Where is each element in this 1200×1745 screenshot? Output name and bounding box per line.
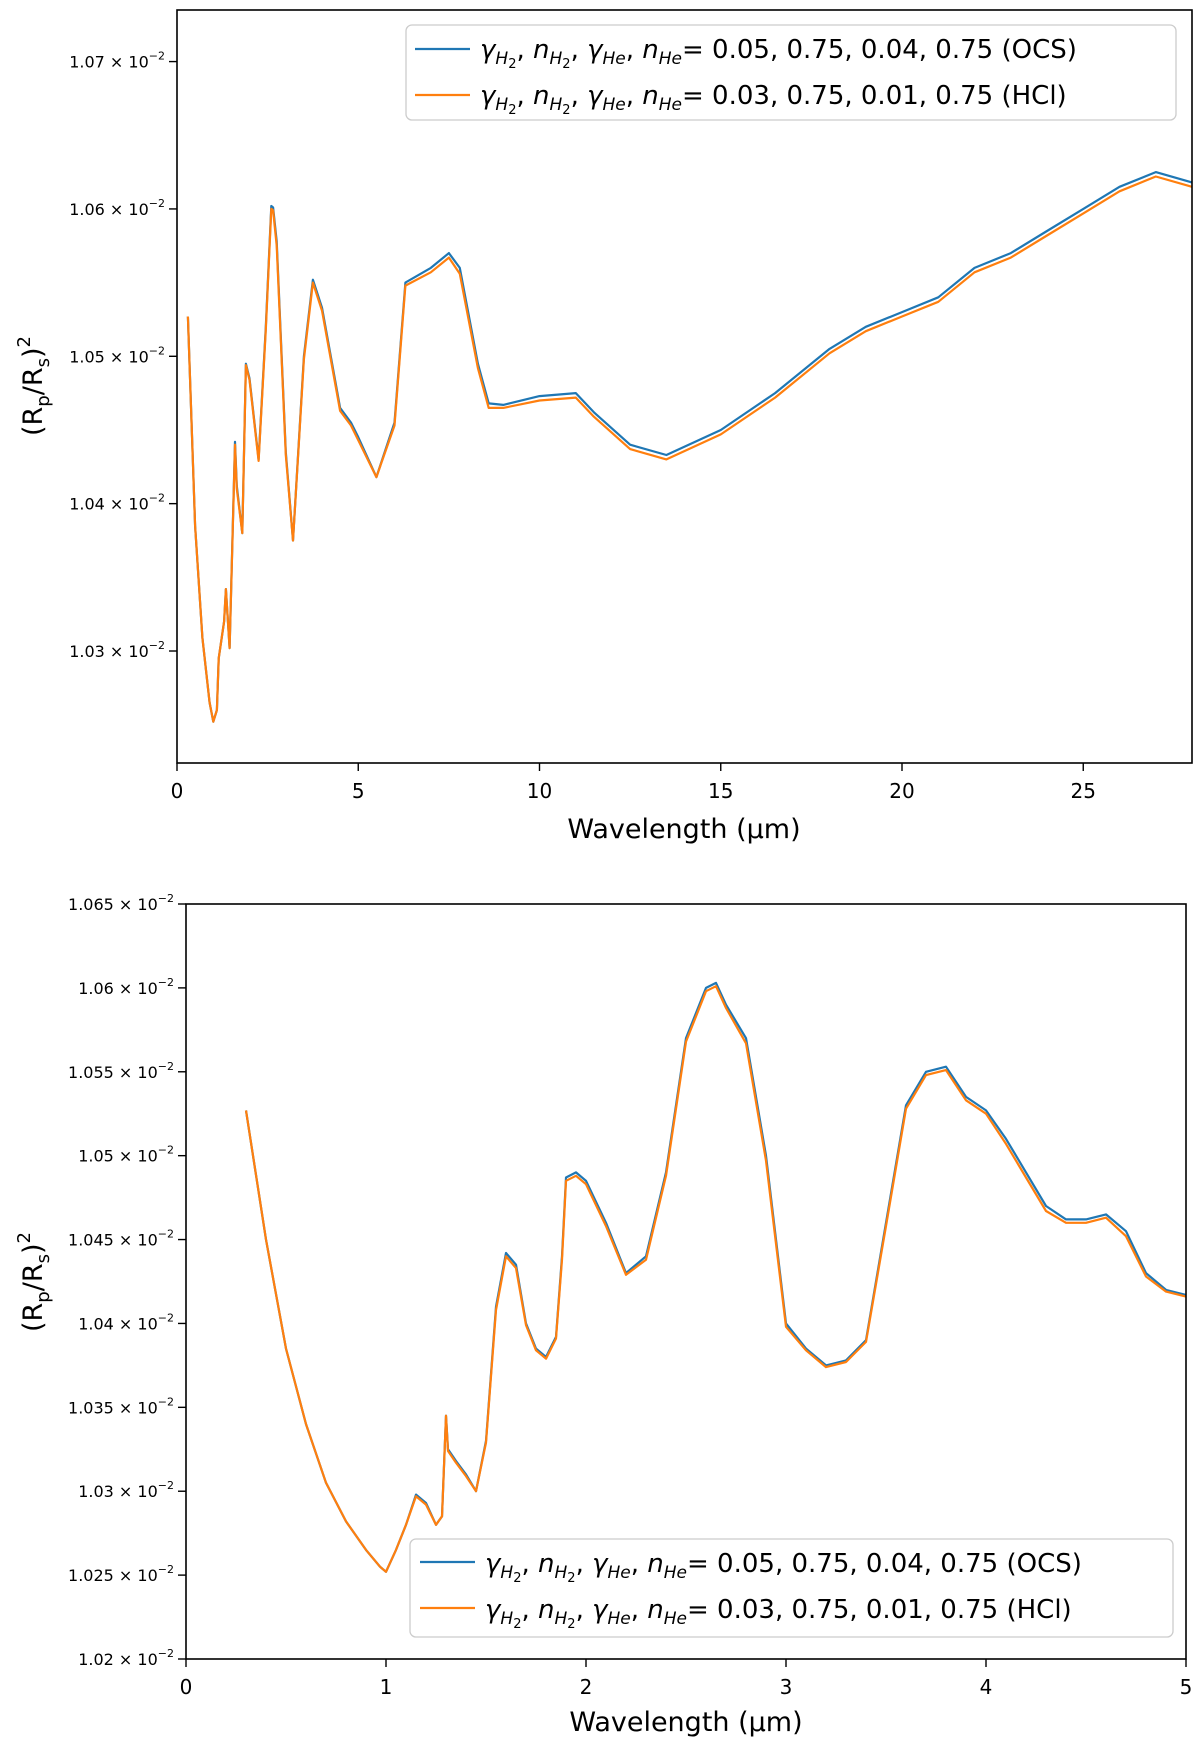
x-tick-label: 10 <box>527 779 552 803</box>
series-line-ocs-top <box>186 171 1193 723</box>
y-tick-label: 1.07 × 10−2 <box>69 50 165 72</box>
axes-frame-bottom <box>185 903 1187 1660</box>
chart-top: 0 5 10 15 20 25 1.03 × 10−2 1.04 × 10−2 1.05 × … <box>14 9 1193 845</box>
y-tick-label: 1.03 × 10−2 <box>78 1479 174 1501</box>
x-tick-label: 5 <box>352 779 365 803</box>
series-line-ocs-bottom <box>244 981 1187 1573</box>
y-tick-label: 1.065 × 10−2 <box>68 892 174 914</box>
y-tick-label: 1.04 × 10−2 <box>69 492 165 514</box>
y-tick-label: 1.06 × 10−2 <box>78 976 174 998</box>
y-tick-label: 1.035 × 10−2 <box>68 1395 174 1417</box>
y-ticks-bottom: 1.02 × 10−2 1.025 × 10−2 1.03 × 10−2 1.035 … <box>68 892 186 1669</box>
x-axis-label-top: Wavelength (μm) <box>567 814 800 845</box>
x-tick-label: 0 <box>171 779 184 803</box>
legend-label-ocs-top: γH2, nH2, γHe, nHe= 0.05, 0.75, 0.04, 0.… <box>480 35 1077 72</box>
legend-label-hcl-top: γH2, nH2, γHe, nHe= 0.03, 0.75, 0.01, 0.… <box>480 81 1067 118</box>
x-tick-label: 20 <box>889 779 914 803</box>
y-tick-label: 1.04 × 10−2 <box>78 1311 174 1333</box>
x-tick-label: 1 <box>380 1675 393 1699</box>
series-line-hcl-top <box>186 175 1193 723</box>
y-tick-label: 1.05 × 10−2 <box>69 344 165 366</box>
legend-top: γH2, nH2, γHe, nHe= 0.05, 0.75, 0.04, 0.… <box>405 24 1177 121</box>
axes-frame-top <box>176 9 1193 764</box>
y-tick-label: 1.045 × 10−2 <box>68 1228 174 1250</box>
plot-area-bottom <box>244 981 1187 1573</box>
legend-frame-bottom <box>409 1538 1174 1638</box>
series-line-hcl-bottom <box>244 985 1187 1573</box>
y-axis-label-top: (Rp/Rs)2 <box>14 336 54 436</box>
x-tick-label: 4 <box>980 1675 993 1699</box>
x-tick-label: 3 <box>780 1675 793 1699</box>
chart-bottom: 0 1 2 3 4 5 1.02 × 10−2 1.025 × 10−2 1.03 × 10−… <box>14 892 1192 1738</box>
y-tick-label: 1.03 × 10−2 <box>69 639 165 661</box>
x-tick-label: 5 <box>1180 1675 1193 1699</box>
y-tick-label: 1.06 × 10−2 <box>69 197 165 219</box>
x-tick-label: 0 <box>180 1675 193 1699</box>
legend-frame-top <box>405 24 1177 121</box>
y-ticks-top: 1.03 × 10−2 1.04 × 10−2 1.05 × 10−2 1.06 × … <box>69 50 177 661</box>
legend-label-ocs-bottom: γH2, nH2, γHe, nHe= 0.05, 0.75, 0.04, 0.… <box>485 1549 1082 1586</box>
y-tick-label: 1.055 × 10−2 <box>68 1060 174 1082</box>
plot-area-top <box>186 171 1193 723</box>
y-tick-label: 1.02 × 10−2 <box>78 1647 174 1669</box>
x-tick-label: 25 <box>1071 779 1096 803</box>
x-tick-label: 2 <box>580 1675 593 1699</box>
y-tick-label: 1.05 × 10−2 <box>78 1144 174 1166</box>
x-ticks-bottom: 0 1 2 3 4 5 <box>180 1659 1193 1699</box>
x-axis-label-bottom: Wavelength (μm) <box>569 1707 802 1738</box>
x-tick-label: 15 <box>708 779 733 803</box>
legend-label-hcl-bottom: γH2, nH2, γHe, nHe= 0.03, 0.75, 0.01, 0.… <box>485 1595 1072 1632</box>
legend-bottom: γH2, nH2, γHe, nHe= 0.05, 0.75, 0.04, 0.… <box>409 1538 1174 1638</box>
y-tick-label: 1.025 × 10−2 <box>68 1563 174 1585</box>
y-axis-label-bottom: (Rp/Rs)2 <box>14 1232 54 1332</box>
x-ticks-top: 0 5 10 15 20 25 <box>171 763 1096 803</box>
